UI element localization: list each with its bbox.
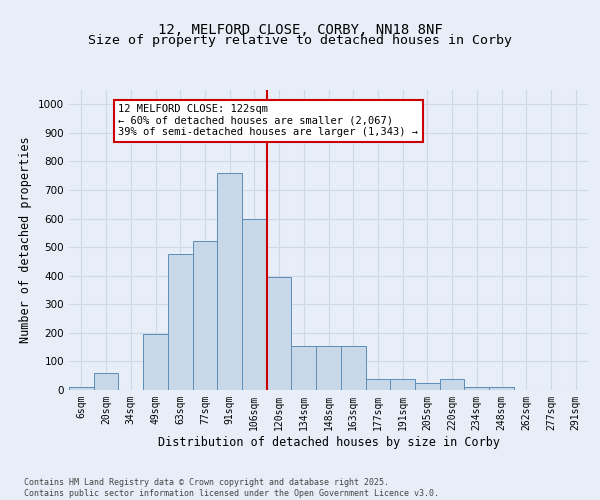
Bar [242,218,267,390]
Bar [143,334,168,390]
Bar [267,277,292,390]
Text: 12, MELFORD CLOSE, CORBY, NN18 8NF: 12, MELFORD CLOSE, CORBY, NN18 8NF [158,22,442,36]
Bar [440,378,464,390]
Bar [390,378,415,390]
Y-axis label: Number of detached properties: Number of detached properties [19,136,32,344]
Bar [168,254,193,390]
Bar [217,173,242,390]
X-axis label: Distribution of detached houses by size in Corby: Distribution of detached houses by size … [157,436,499,448]
Bar [341,346,365,390]
Bar [292,346,316,390]
Bar [365,378,390,390]
Bar [193,242,217,390]
Text: Size of property relative to detached houses in Corby: Size of property relative to detached ho… [88,34,512,47]
Bar [489,387,514,390]
Text: Contains HM Land Registry data © Crown copyright and database right 2025.
Contai: Contains HM Land Registry data © Crown c… [24,478,439,498]
Bar [415,383,440,390]
Bar [464,387,489,390]
Bar [69,387,94,390]
Bar [94,373,118,390]
Text: 12 MELFORD CLOSE: 122sqm
← 60% of detached houses are smaller (2,067)
39% of sem: 12 MELFORD CLOSE: 122sqm ← 60% of detach… [118,104,418,138]
Bar [316,346,341,390]
